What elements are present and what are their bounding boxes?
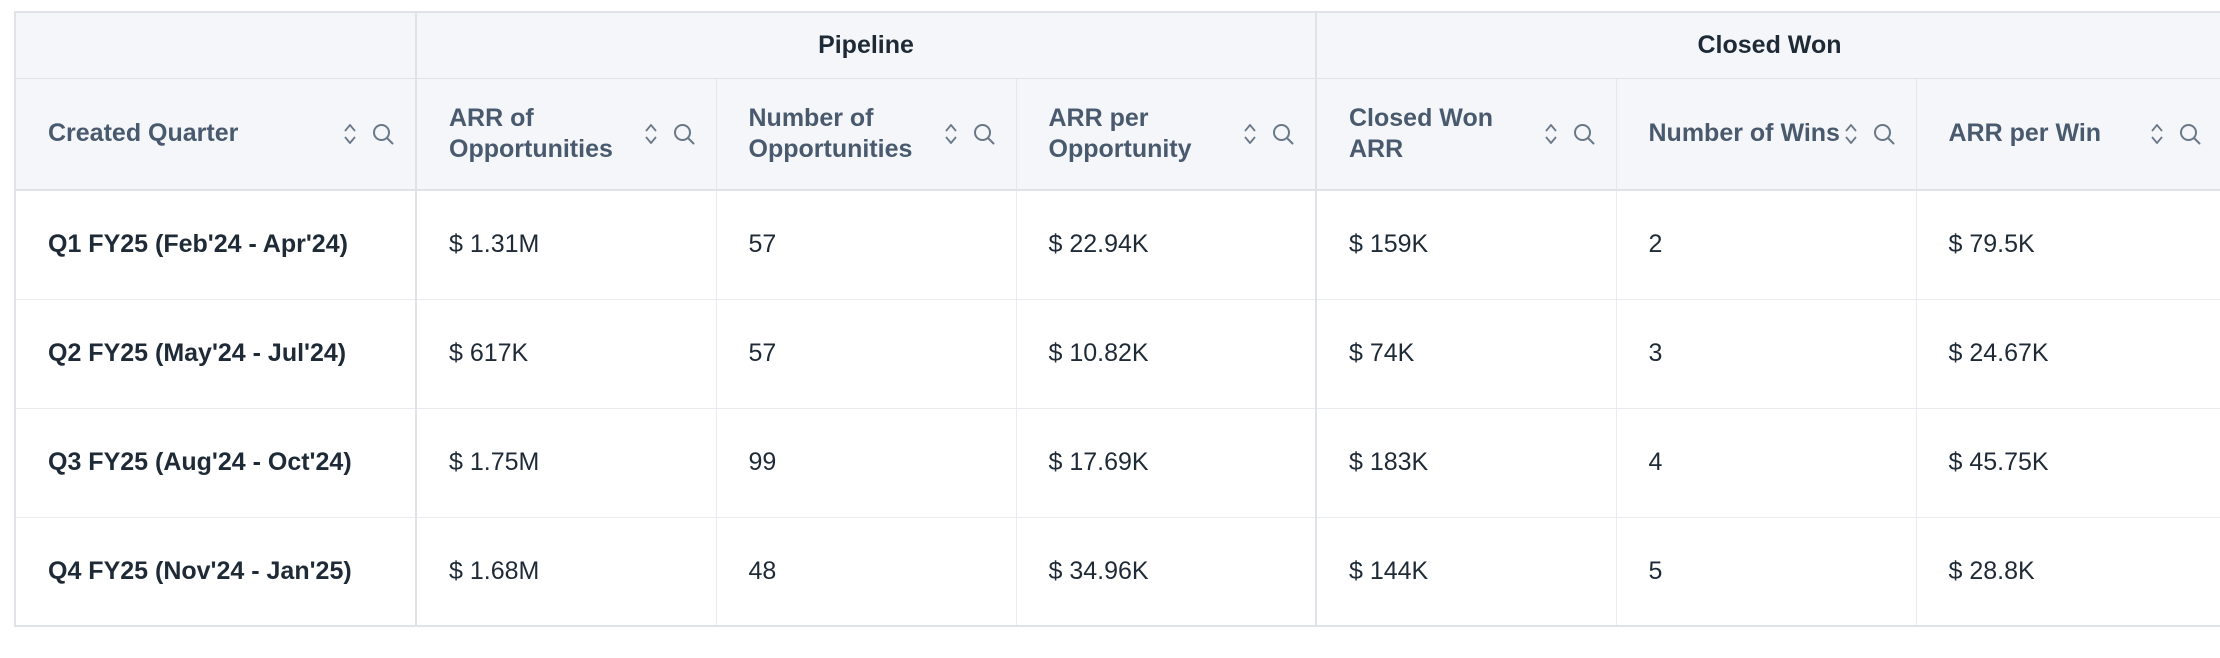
group-header-closed-won: Closed Won [1316, 13, 2220, 79]
cell-number-of-opportunities: 99 [716, 408, 1017, 518]
table-row: Q2 FY25 (May'24 - Jul'24) $ 617K 57 $ 10… [16, 299, 2220, 409]
search-icon[interactable] [1271, 122, 1295, 146]
cell-arr-per-opportunity: $ 34.96K [1016, 517, 1317, 625]
cell-number-of-opportunities: 57 [716, 299, 1017, 409]
column-header-label: Closed Won ARR [1349, 103, 1493, 163]
column-header-label: Number of Opportunities [748, 103, 913, 163]
group-header-blank [16, 13, 417, 79]
table-row: Q3 FY25 (Aug'24 - Oct'24) $ 1.75M 99 $ 1… [16, 408, 2220, 518]
cell-arr-per-win: $ 24.67K [1916, 299, 2220, 409]
cell-closed-won-arr: $ 159K [1316, 190, 1617, 300]
cell-arr-per-opportunity: $ 22.94K [1016, 190, 1317, 300]
column-header-label: Number of Wins [1648, 119, 1840, 148]
cell-created-quarter: Q2 FY25 (May'24 - Jul'24) [16, 299, 417, 409]
data-table-container: Pipeline Closed Won Created Quarter [14, 11, 2220, 627]
cell-arr-of-opportunities: $ 1.75M [416, 408, 717, 518]
data-table: Pipeline Closed Won Created Quarter [16, 13, 2220, 625]
column-header-arr-per-win: ARR per Win [1916, 78, 2220, 191]
cell-arr-per-win: $ 79.5K [1916, 190, 2220, 300]
cell-closed-won-arr: $ 144K [1316, 517, 1617, 625]
column-header-number-of-wins: Number of Wins [1616, 78, 1917, 191]
cell-number-of-opportunities: 48 [716, 517, 1017, 625]
table-row: Q4 FY25 (Nov'24 - Jan'25) $ 1.68M 48 $ 3… [16, 517, 2220, 625]
search-icon[interactable] [371, 122, 395, 146]
cell-closed-won-arr: $ 183K [1316, 408, 1617, 518]
column-header-created-quarter: Created Quarter [16, 78, 417, 191]
cell-arr-per-opportunity: $ 17.69K [1016, 408, 1317, 518]
column-header-number-of-opportunities: Number of Opportunities [716, 78, 1017, 191]
sort-icon[interactable] [1844, 122, 1858, 146]
search-icon[interactable] [1572, 122, 1596, 146]
sort-icon[interactable] [1544, 122, 1558, 146]
cell-number-of-wins: 5 [1616, 517, 1917, 625]
column-header-row: Created Quarter ARR of Oppor [16, 78, 2220, 191]
cell-arr-per-win: $ 28.8K [1916, 517, 2220, 625]
cell-arr-of-opportunities: $ 617K [416, 299, 717, 409]
column-header-label: ARR of Opportunities [449, 103, 613, 163]
column-header-label: Created Quarter [48, 119, 239, 148]
column-group-row: Pipeline Closed Won [16, 13, 2220, 79]
sort-icon[interactable] [644, 122, 658, 146]
search-icon[interactable] [972, 122, 996, 146]
search-icon[interactable] [672, 122, 696, 146]
column-header-closed-won-arr: Closed Won ARR [1316, 78, 1617, 191]
cell-arr-per-win: $ 45.75K [1916, 408, 2220, 518]
cell-arr-of-opportunities: $ 1.31M [416, 190, 717, 300]
group-header-pipeline: Pipeline [416, 13, 1317, 79]
column-header-label: ARR per Opportunity [1048, 103, 1192, 163]
cell-arr-per-opportunity: $ 10.82K [1016, 299, 1317, 409]
sort-icon[interactable] [1243, 122, 1257, 146]
sort-icon[interactable] [944, 122, 958, 146]
cell-number-of-wins: 3 [1616, 299, 1917, 409]
cell-created-quarter: Q1 FY25 (Feb'24 - Apr'24) [16, 190, 417, 300]
column-header-label: ARR per Win [1948, 119, 2102, 148]
cell-number-of-wins: 2 [1616, 190, 1917, 300]
cell-created-quarter: Q3 FY25 (Aug'24 - Oct'24) [16, 408, 417, 518]
cell-arr-of-opportunities: $ 1.68M [416, 517, 717, 625]
column-header-arr-per-opportunity: ARR per Opportunity [1016, 78, 1317, 191]
cell-created-quarter: Q4 FY25 (Nov'24 - Jan'25) [16, 517, 417, 625]
search-icon[interactable] [1872, 122, 1896, 146]
sort-icon[interactable] [2150, 122, 2164, 146]
cell-number-of-opportunities: 57 [716, 190, 1017, 300]
cell-closed-won-arr: $ 74K [1316, 299, 1617, 409]
search-icon[interactable] [2178, 122, 2202, 146]
table-row: Q1 FY25 (Feb'24 - Apr'24) $ 1.31M 57 $ 2… [16, 190, 2220, 300]
column-header-arr-of-opportunities: ARR of Opportunities [416, 78, 717, 191]
sort-icon[interactable] [343, 122, 357, 146]
cell-number-of-wins: 4 [1616, 408, 1917, 518]
